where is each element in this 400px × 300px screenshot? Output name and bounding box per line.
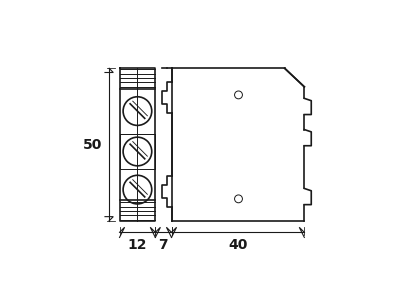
Text: 7: 7 [159,238,168,252]
Text: 40: 40 [228,238,248,252]
Text: 50: 50 [83,138,102,152]
Text: 12: 12 [128,238,147,252]
